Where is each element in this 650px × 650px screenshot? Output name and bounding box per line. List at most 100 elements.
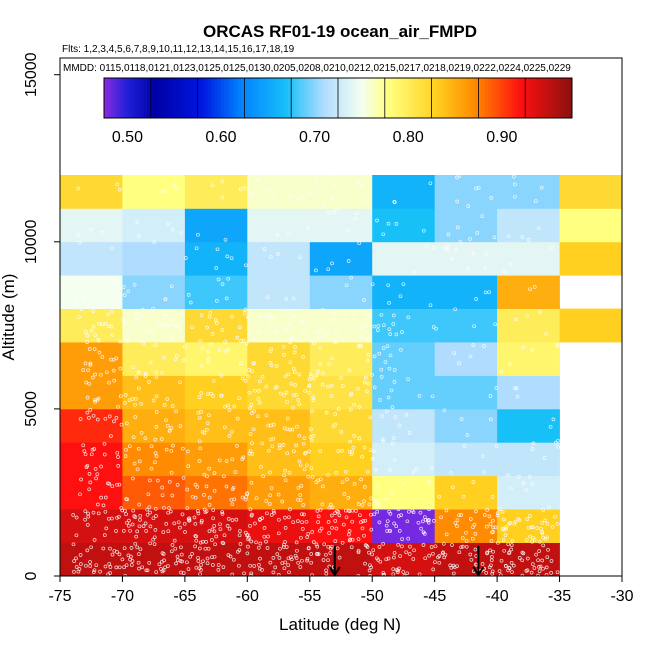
observation-point bbox=[89, 328, 94, 333]
observation-point bbox=[117, 552, 122, 557]
observation-point bbox=[284, 390, 289, 395]
colorbar-swatch bbox=[304, 78, 309, 118]
observation-point bbox=[232, 404, 237, 409]
heatmap-cell bbox=[122, 275, 186, 309]
observation-point bbox=[537, 549, 541, 553]
observation-point bbox=[149, 309, 154, 314]
heatmap-cell bbox=[309, 542, 373, 577]
observation-point bbox=[529, 525, 534, 530]
observation-point bbox=[545, 522, 550, 526]
colorbar-swatch bbox=[431, 78, 436, 118]
observation-point bbox=[455, 175, 459, 180]
observation-point bbox=[516, 516, 521, 521]
observation-point bbox=[421, 543, 426, 547]
observation-point bbox=[531, 441, 536, 446]
observation-point bbox=[537, 569, 542, 573]
observation-point bbox=[76, 186, 81, 191]
observation-point bbox=[332, 210, 336, 214]
observation-point bbox=[319, 526, 324, 531]
observation-point bbox=[162, 403, 167, 407]
observation-point bbox=[392, 380, 397, 384]
observation-point bbox=[369, 527, 374, 532]
observation-point bbox=[278, 391, 283, 396]
observation-point bbox=[164, 522, 169, 526]
observation-point bbox=[363, 198, 368, 203]
observation-point bbox=[180, 512, 185, 517]
observation-point bbox=[490, 555, 494, 559]
observation-point bbox=[406, 377, 410, 381]
observation-point bbox=[249, 192, 253, 196]
heatmap-cell bbox=[60, 475, 123, 510]
colorbar-swatch bbox=[348, 78, 352, 118]
observation-point bbox=[138, 513, 143, 518]
observation-point bbox=[388, 529, 393, 533]
observation-point bbox=[217, 348, 222, 352]
observation-point bbox=[392, 458, 397, 463]
observation-point bbox=[550, 245, 554, 250]
observation-point bbox=[223, 339, 228, 344]
observation-point bbox=[84, 330, 88, 334]
observation-point bbox=[122, 565, 126, 570]
colorbar-swatch bbox=[237, 78, 242, 118]
observation-point bbox=[114, 416, 119, 420]
observation-point bbox=[198, 546, 202, 551]
observation-point bbox=[243, 263, 248, 268]
observation-point bbox=[146, 492, 151, 497]
observation-point bbox=[342, 314, 347, 319]
observation-point bbox=[445, 247, 450, 252]
observation-point bbox=[407, 552, 412, 556]
observation-point bbox=[499, 370, 504, 374]
observation-point bbox=[336, 509, 341, 514]
observation-point bbox=[196, 232, 200, 237]
colorbar-swatch bbox=[371, 78, 376, 118]
observation-point bbox=[336, 406, 341, 411]
observation-point bbox=[313, 179, 318, 183]
colorbar-swatch bbox=[498, 78, 503, 118]
observation-point bbox=[226, 517, 231, 521]
observation-point bbox=[125, 520, 129, 525]
observation-point bbox=[153, 460, 157, 465]
colorbar-swatch bbox=[344, 78, 349, 118]
observation-point bbox=[249, 403, 254, 407]
observation-point bbox=[391, 436, 396, 440]
x-tick-label: -60 bbox=[236, 588, 259, 605]
observation-point bbox=[107, 481, 112, 486]
observation-point bbox=[358, 343, 362, 348]
observation-point bbox=[126, 523, 131, 528]
observation-point bbox=[284, 328, 288, 332]
observation-point bbox=[493, 525, 498, 530]
colorbar-swatch bbox=[468, 78, 473, 118]
observation-point bbox=[391, 313, 396, 318]
observation-point bbox=[199, 364, 204, 368]
observation-point bbox=[536, 226, 541, 231]
observation-point bbox=[375, 328, 380, 332]
observation-point bbox=[194, 538, 199, 543]
colorbar-swatch bbox=[210, 78, 215, 118]
observation-point bbox=[242, 186, 247, 190]
observation-point bbox=[108, 546, 112, 551]
observation-point bbox=[87, 416, 91, 420]
observation-point bbox=[474, 509, 478, 514]
observation-point bbox=[132, 514, 137, 518]
observation-point bbox=[258, 379, 262, 384]
observation-point bbox=[175, 354, 179, 358]
observation-point bbox=[421, 530, 426, 535]
observation-point bbox=[200, 430, 205, 434]
heatmap-cell bbox=[497, 408, 560, 443]
observation-point bbox=[473, 547, 478, 552]
observation-point bbox=[315, 552, 319, 556]
observation-point bbox=[77, 315, 81, 319]
observation-point bbox=[344, 515, 349, 520]
observation-point bbox=[203, 510, 208, 515]
colorbar-swatch bbox=[214, 78, 219, 118]
observation-point bbox=[399, 347, 403, 352]
observation-point bbox=[400, 544, 404, 549]
colorbar-swatch bbox=[505, 78, 509, 118]
observation-point bbox=[396, 507, 401, 512]
observation-point bbox=[535, 526, 540, 530]
observation-point bbox=[275, 233, 280, 237]
observation-point bbox=[359, 334, 364, 339]
observation-point bbox=[381, 571, 386, 575]
observation-point bbox=[419, 526, 423, 531]
